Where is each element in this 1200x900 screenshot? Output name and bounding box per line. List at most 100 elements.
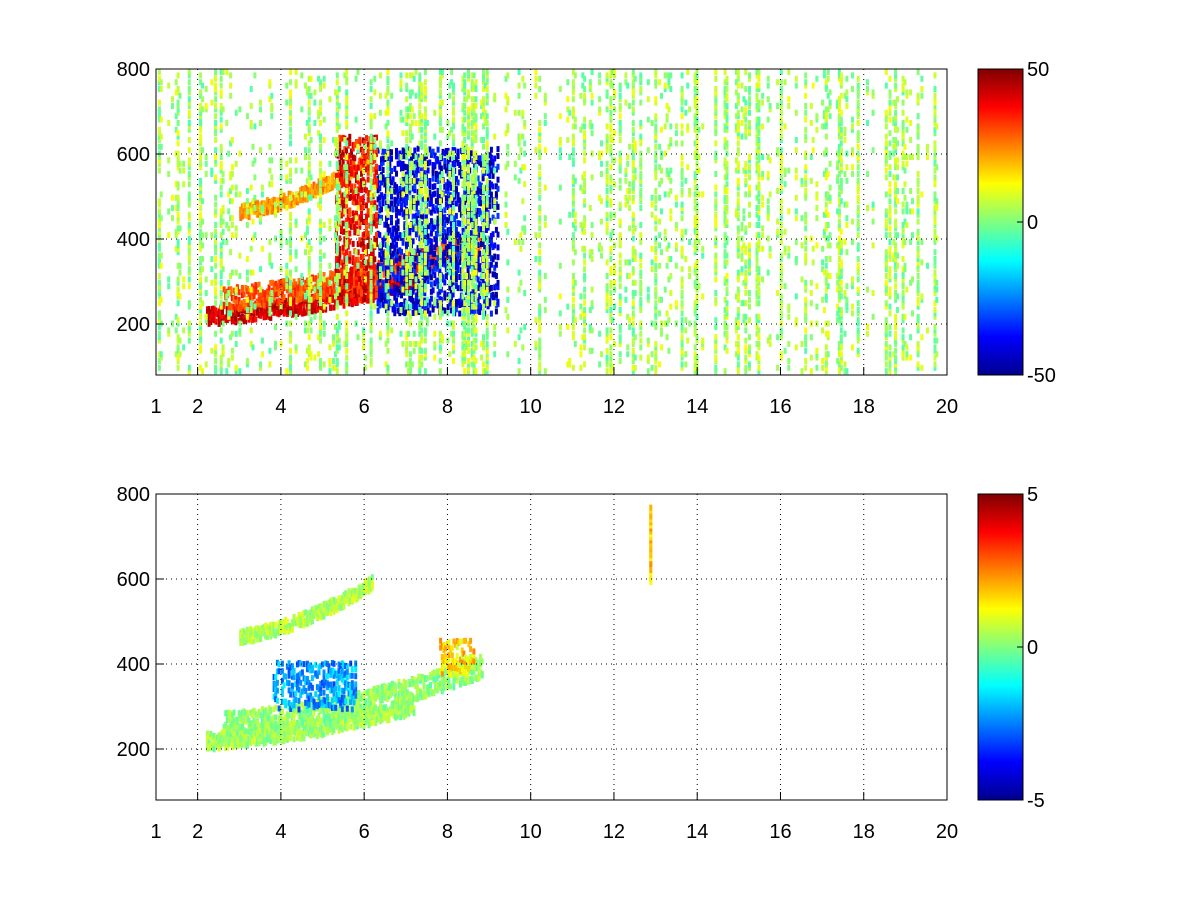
heatmap-cell (259, 307, 263, 313)
heatmap-cell (345, 364, 349, 371)
heatmap-cell (351, 291, 355, 298)
heatmap-cell (289, 116, 292, 123)
heatmap-cell (239, 210, 243, 217)
heatmap-cell (423, 126, 427, 133)
heatmap-cell (176, 320, 180, 327)
heatmap-cell (470, 194, 474, 201)
heatmap-cell (322, 276, 326, 283)
heatmap-cell (411, 238, 415, 245)
heatmap-cell (363, 244, 367, 251)
heatmap-cell (317, 283, 321, 290)
heatmap-cell (217, 320, 221, 327)
heatmap-cell (478, 309, 482, 315)
heatmap-cell (465, 143, 469, 150)
heatmap-cell (395, 241, 398, 248)
heatmap-cell (348, 211, 352, 218)
heatmap-cell (285, 99, 289, 106)
heatmap-cell (400, 292, 403, 299)
heatmap-cell (463, 354, 467, 361)
heatmap-cell (219, 283, 223, 290)
heatmap-cell (285, 308, 289, 315)
heatmap-cell (423, 337, 427, 344)
heatmap-cell (398, 150, 402, 157)
heatmap-cell (390, 232, 393, 239)
heatmap-cell (345, 164, 349, 171)
heatmap-cell (207, 320, 211, 327)
heatmap-cell (304, 279, 308, 286)
heatmap-cell (491, 164, 495, 171)
heatmap-cell (461, 143, 465, 150)
heatmap-cell (383, 181, 387, 188)
heatmap-cell (360, 158, 363, 165)
heatmap-cell (464, 159, 468, 165)
heatmap-cell (393, 196, 397, 203)
heatmap-cell (378, 330, 382, 337)
heatmap-cell (464, 279, 468, 286)
heatmap-cell (199, 164, 203, 171)
heatmap-cell (438, 283, 442, 290)
heatmap-cell (412, 249, 416, 256)
heatmap-cell (350, 296, 354, 303)
heatmap-cell (366, 148, 370, 155)
heatmap-cell (408, 130, 412, 137)
heatmap-cell (369, 120, 373, 126)
heatmap-cell (391, 176, 395, 183)
heatmap-cell (176, 249, 180, 256)
heatmap-cell (199, 330, 203, 337)
heatmap-cell (322, 180, 326, 187)
heatmap-cell (260, 205, 264, 211)
heatmap-cell (307, 351, 311, 358)
heatmap-cell (405, 351, 409, 358)
heatmap-cell (214, 276, 218, 283)
heatmap-cell (292, 201, 296, 208)
heatmap-cell (420, 208, 424, 215)
heatmap-cell (463, 324, 467, 330)
heatmap-cell (438, 252, 442, 259)
heatmap-cell (247, 288, 251, 295)
heatmap-cell (491, 172, 495, 179)
heatmap-cell (255, 308, 259, 315)
heatmap-cell (438, 75, 442, 82)
heatmap-cell (361, 198, 365, 205)
heatmap-cell (338, 252, 342, 258)
heatmap-cell (467, 92, 470, 99)
heatmap-cell (325, 186, 329, 193)
heatmap-cell (401, 232, 405, 239)
heatmap-cell (358, 201, 362, 208)
heatmap-cell (235, 304, 239, 311)
heatmap-cell (187, 239, 191, 245)
heatmap-cell (411, 213, 415, 220)
heatmap-cell (174, 228, 178, 235)
heatmap-cell (443, 307, 447, 314)
heatmap-cell (259, 147, 262, 154)
heatmap-cell (478, 196, 482, 202)
heatmap-cell (494, 295, 498, 301)
heatmap-cell (448, 198, 452, 205)
heatmap-cell (242, 299, 246, 305)
heatmap-cell (305, 242, 309, 249)
heatmap-cell (386, 188, 390, 194)
heatmap-cell (360, 216, 363, 223)
heatmap-cell (337, 344, 341, 351)
heatmap-cell (443, 221, 447, 228)
heatmap-cell (418, 222, 422, 228)
heatmap-cell (220, 309, 224, 316)
heatmap-cell (403, 221, 407, 228)
heatmap-cell (341, 278, 345, 285)
heatmap-cell (176, 198, 180, 205)
heatmap-cell (229, 273, 233, 279)
heatmap-cell (280, 196, 284, 203)
heatmap-cell (259, 364, 262, 371)
heatmap-cell (436, 172, 440, 179)
heatmap-cell (388, 248, 392, 255)
heatmap-cell (361, 253, 365, 260)
heatmap-cell (345, 266, 349, 273)
heatmap-cell (470, 113, 474, 120)
heatmap-cell (376, 272, 380, 279)
heatmap-cell (369, 103, 373, 109)
heatmap-cell (467, 368, 470, 375)
heatmap-cell (214, 310, 218, 317)
heatmap-cell (335, 201, 339, 208)
heatmap-cell (324, 176, 328, 183)
heatmap-cell (214, 239, 218, 245)
